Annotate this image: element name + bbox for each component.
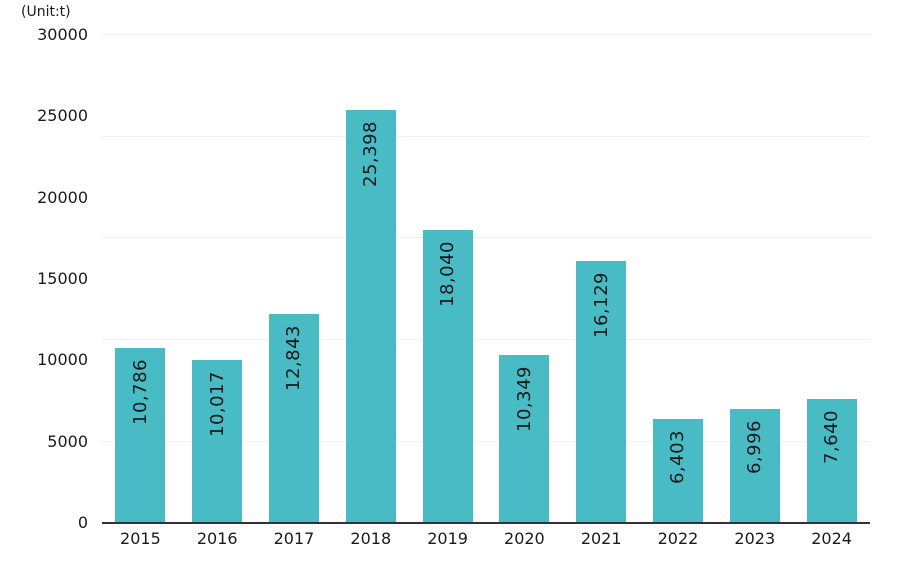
bar-value-label: 6,996 [744,420,766,475]
bar-value-label: 18,040 [437,240,459,307]
bar-value-label-wrap: 6,996 [730,420,780,474]
bar-2019: 18,040 [422,229,473,523]
y-tick-label: 5000 [47,431,88,451]
bar-band: 10,349 [486,35,563,523]
y-tick-label: 15000 [37,269,88,288]
bar-value-label-wrap: 6,403 [653,430,703,484]
y-axis: 0 5000 10000 15000 20000 25000 30000 [0,0,88,577]
bar-value-label-wrap: 10,349 [499,366,549,432]
bar-2021: 16,129 [576,260,627,523]
bar-band: 25,398 [332,35,409,523]
gridline [102,135,870,137]
y-tick-label: 25000 [37,106,88,126]
bar-2015: 10,786 [115,347,166,523]
x-tick-label: 2021 [580,529,622,548]
bar-2018: 25,398 [345,109,396,523]
bar-value-label-wrap: 25,398 [346,121,396,187]
bar-band: 7,640 [793,35,870,523]
bar-2022: 6,403 [652,418,703,523]
x-tick-label: 2015 [120,529,161,548]
bar-value-label: 10,349 [513,365,535,432]
gridline [102,237,870,239]
gridline [102,339,870,340]
x-tick-label: 2024 [811,529,852,548]
bar-band: 10,786 [102,35,179,523]
x-tick-label: 2018 [350,529,392,548]
x-axis-line [102,522,870,524]
bar-2024: 7,640 [806,398,857,523]
x-tick-label: 2016 [196,529,238,548]
bar-band: 18,040 [409,35,486,523]
bar-value-label: 16,129 [590,271,612,338]
x-axis: 2015 2016 2017 2018 2019 2020 2021 2022 2023 2024 [102,529,870,548]
bar-value-label-wrap: 18,040 [423,241,473,307]
bar-value-label: 10,017 [206,371,228,438]
gridline [102,440,870,442]
bar-value-label: 12,843 [283,325,305,392]
x-tick-label: 2023 [734,529,776,548]
bar-2023: 6,996 [729,409,780,523]
plot-area: 10,786 10,017 12,843 25,398 18,040 10,349 16,1… [102,34,870,524]
bar-value-label-wrap: 12,843 [269,325,319,391]
gridline [102,34,870,35]
bar-band: 6,403 [640,35,717,523]
bar-2017: 12,843 [268,314,319,523]
x-tick-label: 2022 [657,529,699,548]
y-tick-label: 10000 [37,350,88,370]
bars-group: 10,786 10,017 12,843 25,398 18,040 10,349 16,1… [102,35,870,523]
bar-value-label: 7,640 [821,409,843,464]
bar-2016: 10,017 [192,360,243,523]
y-tick-label: 30000 [37,25,88,44]
bar-value-label-wrap: 10,786 [115,359,165,425]
bar-value-label: 10,786 [129,358,151,425]
bar-band: 6,996 [716,35,793,523]
y-tick-label: 20000 [37,187,88,207]
bar-band: 10,017 [179,35,256,523]
bar-2020: 10,349 [499,354,550,523]
y-tick-label: 0 [77,513,88,532]
bar-value-label-wrap: 10,017 [192,371,242,437]
bar-value-label: 25,398 [360,120,382,187]
bar-band: 12,843 [256,35,333,523]
bar-value-label-wrap: 16,129 [576,272,626,338]
unit-label: (Unit:t) [21,4,71,20]
bar-value-label: 6,403 [667,429,689,484]
x-tick-label: 2017 [273,529,315,548]
bar-band: 16,129 [563,35,640,523]
x-tick-label: 2020 [504,529,545,548]
bar-value-label-wrap: 7,640 [807,410,857,464]
x-tick-label: 2019 [427,529,468,548]
